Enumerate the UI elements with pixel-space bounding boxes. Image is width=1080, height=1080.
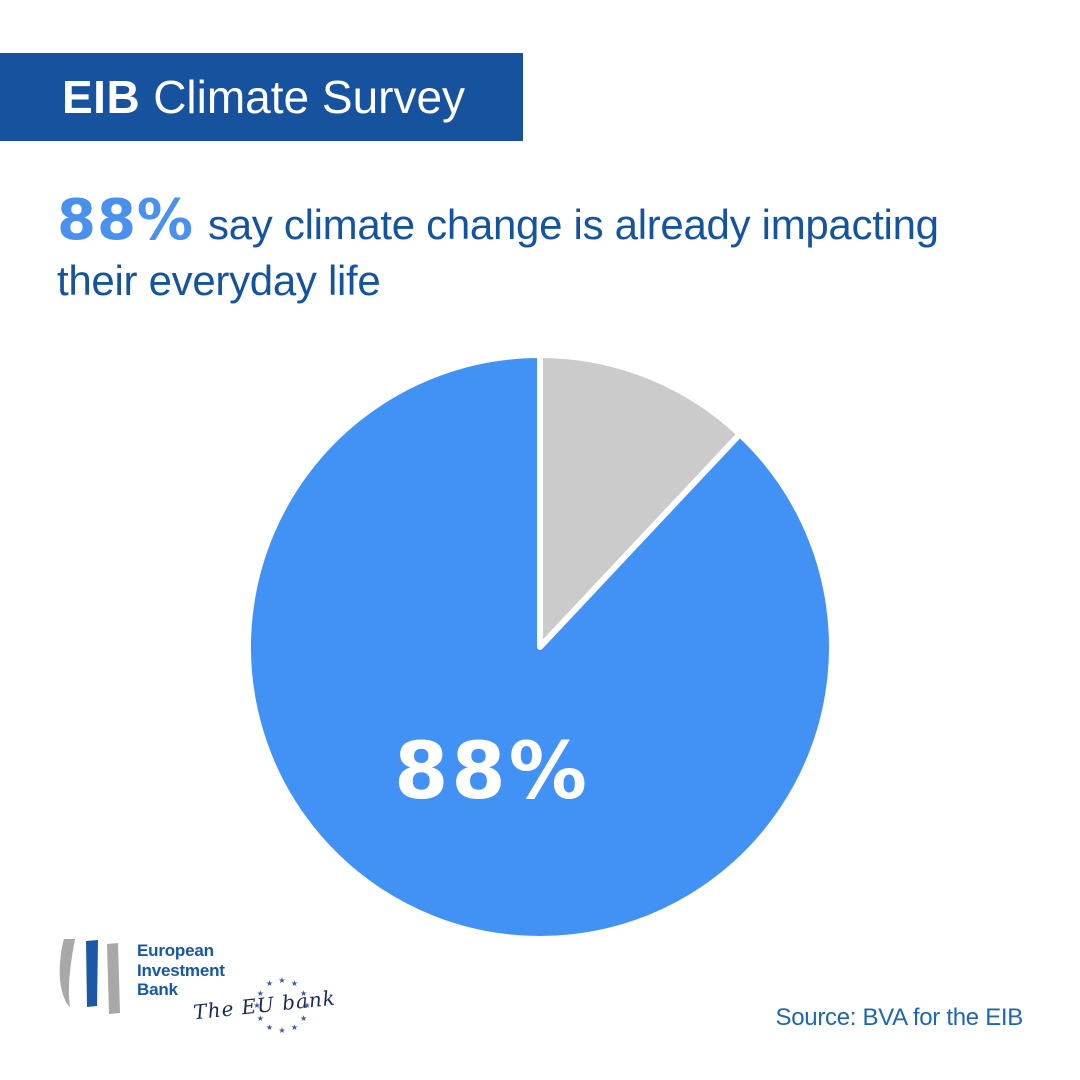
headline-line2: their everyday life xyxy=(57,257,381,304)
eu-star-icon: ★ xyxy=(253,1001,261,1010)
title-text: Climate Survey xyxy=(153,71,466,123)
logo-line-1: European xyxy=(137,941,214,960)
source-text: Source: BVA for the EIB xyxy=(775,1004,1024,1031)
pie-chart xyxy=(245,352,835,942)
eu-star-icon: ★ xyxy=(265,1022,274,1032)
eu-star-icon: ★ xyxy=(256,1013,264,1023)
eu-star-icon: ★ xyxy=(300,1013,308,1023)
logo-line-3: Bank xyxy=(137,980,178,999)
eu-star-icon: ★ xyxy=(256,988,264,998)
title-bar: EIB Climate Survey xyxy=(0,53,523,141)
headline: 88% say climate change is already impacti… xyxy=(57,193,957,309)
eu-star-icon: ★ xyxy=(300,988,308,998)
eu-star-icon: ★ xyxy=(278,976,286,985)
eu-star-icon: ★ xyxy=(290,979,299,989)
eu-star-icon: ★ xyxy=(290,1022,299,1032)
pie-slice xyxy=(245,352,835,942)
logo-wordmark: European Investment Bank xyxy=(137,941,225,1000)
pie-slice xyxy=(537,352,743,650)
logo-bar-left xyxy=(59,939,75,1007)
eu-star-icon: ★ xyxy=(278,1026,286,1035)
headline-stat: 88% xyxy=(57,188,195,253)
logo-bar-right xyxy=(107,943,120,1014)
pie-center-label: 88% xyxy=(394,727,590,817)
brand-text: EIB xyxy=(62,71,141,123)
logo-line-2: Investment xyxy=(137,960,225,980)
headline-line1: say climate change is already impacting xyxy=(208,201,939,248)
eu-star-icon: ★ xyxy=(265,979,274,989)
eu-star-icon: ★ xyxy=(303,1001,311,1010)
eib-logo-mark xyxy=(59,939,120,1014)
logo-bar-middle xyxy=(86,940,98,1007)
